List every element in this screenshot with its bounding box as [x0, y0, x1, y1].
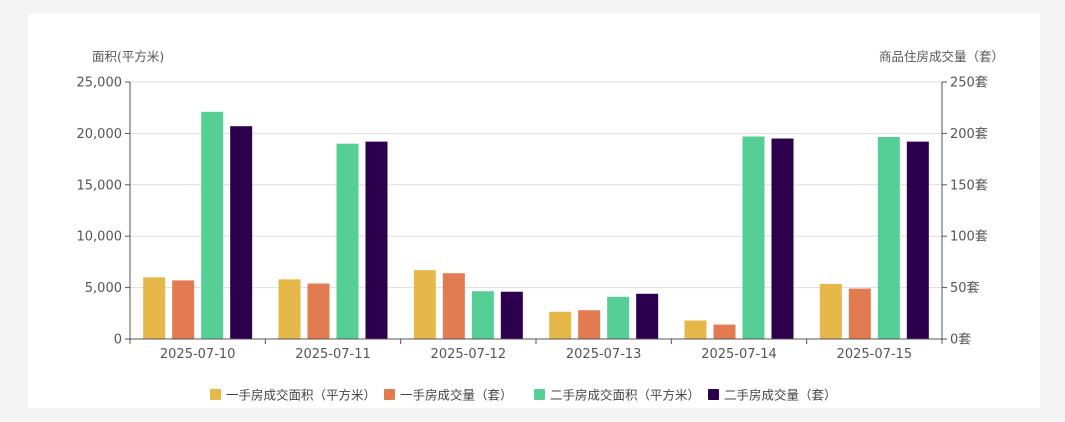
legend-swatch: [384, 389, 395, 400]
bar: [771, 138, 794, 339]
left-axis-tick-label: 10,000: [77, 230, 123, 245]
bar: [201, 111, 224, 339]
right-axis-tick-label: 150套: [950, 177, 988, 193]
bar: [413, 270, 436, 339]
bar: [607, 296, 630, 339]
legend-swatch: [210, 389, 221, 400]
right-axis-tick-label: 0套: [950, 332, 971, 348]
legend-swatch: [708, 389, 719, 400]
bar: [848, 288, 871, 339]
bar: [307, 283, 330, 339]
left-axis-tick-label: 15,000: [77, 178, 123, 193]
left-axis-tick-label: 20,000: [77, 127, 123, 142]
bar: [877, 136, 900, 339]
bar: [442, 273, 465, 339]
legend-label: 二手房成交面积（平方米）: [550, 388, 700, 403]
legend-label: 一手房成交面积（平方米）: [226, 388, 376, 403]
bar: [906, 141, 929, 339]
left-axis-tick-label: 5,000: [85, 281, 122, 296]
left-axis-tick-label: 0: [114, 333, 122, 348]
right-axis-title: 商品住房成交量（套）: [879, 49, 1004, 64]
x-axis-tick-label: 2025-07-13: [566, 347, 642, 362]
right-axis-tick-label: 200套: [950, 126, 988, 142]
legend-label: 一手房成交量（套）: [400, 388, 513, 403]
bar: [713, 324, 736, 339]
chart-card: 0 0套 5,000 50套 10,000 100套 15,000 150套 20,000 200…: [28, 14, 1040, 408]
bar: [172, 280, 195, 339]
bar: [230, 126, 253, 339]
bar: [500, 291, 523, 339]
legend-swatch: [534, 389, 545, 400]
bar: [365, 141, 388, 339]
bar: [336, 143, 359, 339]
bar: [742, 136, 765, 339]
x-axis-tick-label: 2025-07-15: [837, 347, 913, 362]
bar: [578, 310, 601, 339]
bar-chart: 0 0套 5,000 50套 10,000 100套 15,000 150套 20,000 200…: [77, 49, 1005, 403]
bar: [278, 279, 301, 339]
bar: [549, 311, 572, 339]
bar: [636, 293, 659, 339]
left-axis-tick-label: 25,000: [77, 76, 123, 91]
x-axis-tick-label: 2025-07-12: [431, 347, 507, 362]
x-axis-tick-label: 2025-07-14: [701, 347, 777, 362]
bar: [471, 291, 494, 339]
bar: [143, 277, 166, 339]
right-axis-tick-label: 50套: [950, 280, 980, 296]
bar: [819, 284, 842, 339]
x-axis-tick-label: 2025-07-10: [160, 347, 236, 362]
legend-label: 二手房成交量（套）: [724, 388, 837, 403]
bar: [684, 320, 707, 339]
right-axis-tick-label: 250套: [950, 75, 988, 91]
x-axis-tick-label: 2025-07-11: [295, 347, 371, 362]
right-axis-tick-label: 100套: [950, 229, 988, 245]
left-axis-title: 面积(平方米): [92, 49, 164, 64]
